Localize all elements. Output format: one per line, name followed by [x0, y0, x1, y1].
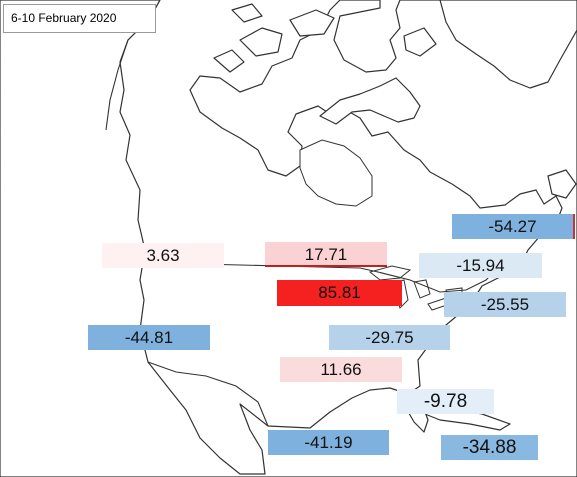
- value-box-west-canada: 3.63: [102, 243, 224, 268]
- lake-huron: [413, 279, 431, 299]
- arctic-island-5: [231, 3, 263, 23]
- arctic-island-2: [289, 9, 335, 37]
- value-box-quebec: -15.94: [419, 253, 542, 278]
- value-box-central-us: 11.66: [280, 357, 402, 382]
- value-box-southeast-us: -34.88: [441, 435, 538, 460]
- baffin-island: [319, 77, 421, 125]
- greenland: [439, 0, 577, 89]
- us-canada-border: [129, 261, 501, 293]
- value-box-west-us: -44.81: [88, 325, 210, 350]
- value-box-atlantic-canada: -54.27: [452, 214, 575, 239]
- lake-superior: [368, 265, 412, 281]
- value-box-mid-atlantic: -9.78: [397, 389, 494, 414]
- date-range-label: 6-10 February 2020: [3, 4, 156, 33]
- value-box-south-central-us: -41.19: [268, 430, 389, 455]
- arctic-island-1: [239, 27, 283, 57]
- value-box-midwest-us: -29.75: [329, 325, 450, 350]
- hudson-bay: [299, 139, 373, 207]
- arctic-island-3: [213, 49, 245, 73]
- value-box-central-canada: 17.71: [265, 242, 387, 267]
- value-box-upper-midwest: 85.81: [277, 280, 402, 306]
- value-box-northeast-us: -25.55: [444, 292, 566, 317]
- us-mexico-border: [147, 361, 269, 427]
- arctic-island-4: [403, 27, 437, 57]
- newfoundland: [547, 169, 577, 199]
